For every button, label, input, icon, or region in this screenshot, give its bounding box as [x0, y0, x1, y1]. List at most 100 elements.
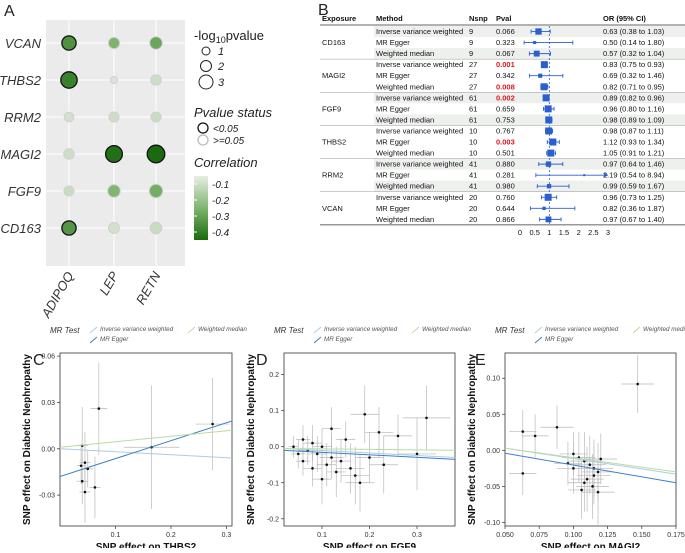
row-pval: 0.008	[496, 82, 515, 91]
legend-size-title: -log10pvalue	[194, 28, 264, 45]
data-point	[80, 479, 84, 483]
y-tick-label: 0.1	[269, 408, 279, 415]
or-point	[540, 61, 548, 69]
panel-label-e: E	[475, 352, 486, 369]
data-point	[344, 438, 348, 441]
dot-vcan-adipoq	[61, 35, 77, 51]
or-point	[545, 216, 552, 223]
data-point	[311, 441, 314, 445]
plot-area	[60, 362, 232, 523]
table-header: Method	[376, 14, 403, 23]
dot-magi2-adipoq	[63, 148, 75, 160]
data-point	[97, 407, 101, 410]
data-point	[83, 490, 87, 494]
table-row-band	[374, 191, 685, 203]
dot-cd163-adipoq	[61, 220, 77, 236]
legend-item: Weighted median	[643, 326, 685, 333]
row-or-ci: 0.57 (0.32 to 1.04)	[603, 49, 665, 58]
row-nsnp: 27	[469, 71, 477, 80]
data-point	[363, 412, 367, 416]
x-axis-label: SNP effect on FGF9	[323, 542, 417, 548]
or-point	[544, 193, 552, 201]
row-pval: 0.767	[496, 126, 515, 135]
legend-title: MR Test	[274, 326, 304, 335]
y-tick-label: 0.0	[269, 444, 279, 451]
dotplot-dots	[60, 35, 166, 236]
dot-vcan-lep	[107, 36, 121, 50]
row-method: Inverse variance weighted	[376, 126, 463, 135]
or-point	[538, 73, 543, 78]
data-point	[425, 416, 428, 420]
data-point	[301, 459, 305, 463]
y-axis-label: SNP effect on Diabetic Nephropathy	[467, 354, 478, 525]
legend-swatch	[534, 326, 543, 334]
data-point	[382, 463, 386, 467]
panel-label-a: A	[4, 3, 15, 20]
legend-item: MR Egger	[324, 336, 353, 343]
row-pval: 0.659	[496, 104, 515, 113]
row-method: Inverse variance weighted	[376, 193, 463, 202]
regression-line	[505, 447, 676, 473]
regression-line	[60, 448, 232, 459]
axis-tick-label: 2	[577, 228, 581, 237]
y-tick-label: -0.2	[267, 516, 279, 523]
dot-thbs2-adipoq	[60, 71, 78, 89]
or-point	[545, 161, 552, 167]
axis-tick-label: 1	[547, 228, 551, 237]
row-pval: 0.644	[496, 204, 515, 213]
dot-cd163-retn	[149, 221, 163, 235]
dot-fgf9-lep	[107, 184, 121, 198]
regression-line	[284, 449, 455, 460]
dot-fgf9-retn	[148, 183, 164, 199]
y-tick-label: 0.00	[486, 448, 500, 455]
scatter-panel-e: MR Test Inverse variance weighted MR Egger…	[467, 326, 685, 553]
row-method: MR Egger	[376, 71, 410, 80]
data-point	[415, 452, 419, 456]
data-point	[296, 452, 300, 456]
row-or-ci: 1.05 (0.91 to 1.21)	[603, 149, 665, 158]
row-or-ci: 0.89 (0.82 to 0.96)	[603, 93, 665, 102]
data-point	[396, 434, 400, 438]
data-point	[79, 464, 83, 468]
legend-size-label-2: 2	[217, 61, 224, 73]
legend-swatch	[411, 326, 420, 334]
axis-tick-label: 2.5	[588, 228, 598, 237]
table-row-band	[374, 114, 685, 126]
row-pval: 0.323	[496, 38, 515, 47]
dotplot-col-labels: ADIPOQ LEP RETN	[38, 268, 164, 321]
regression-line	[284, 448, 455, 451]
corr-tick-label: -0.3	[212, 212, 230, 223]
y-tick-label: 0.06	[41, 354, 55, 361]
data-point	[521, 430, 525, 433]
row-pval: 0.760	[496, 193, 515, 202]
row-method: MR Egger	[376, 204, 410, 213]
or-point	[544, 105, 552, 113]
y-tick-label: 0.03	[41, 400, 55, 407]
data-point	[572, 467, 575, 470]
table-header: OR (95% CI)	[603, 14, 646, 23]
table-row-band	[374, 26, 685, 38]
legend-swatch	[534, 336, 543, 344]
row-pval: 0.066	[496, 27, 515, 36]
data-point	[599, 457, 603, 461]
forest-table: Exposure Method Nsnp Pval OR (95% CI) Inverse…	[320, 14, 685, 237]
row-or-ci: 2.19 (0.54 to 8.94)	[603, 171, 665, 180]
legend-swatch	[313, 336, 322, 344]
data-point	[83, 461, 87, 464]
plot-frame	[504, 352, 677, 527]
row-method: Inverse variance weighted	[376, 27, 463, 36]
row-pval: 0.866	[496, 215, 515, 224]
or-point	[545, 116, 553, 124]
x-axis-label: SNP effect on THBS2	[96, 542, 197, 548]
row-or-ci: 0.98 (0.89 to 1.09)	[603, 115, 665, 124]
scatter-panel-c: MR Test Inverse variance weighted MR Egger…	[22, 326, 247, 553]
row-or-ci: 0.97 (0.64 to 1.46)	[603, 160, 665, 169]
table-row-band	[374, 213, 685, 225]
row-nsnp: 20	[469, 193, 477, 202]
col-label-lep: LEP	[96, 269, 121, 298]
table-header: Nsnp	[469, 14, 488, 23]
legend-title: MR Test	[495, 326, 525, 335]
x-tick-label: 0.2	[365, 532, 375, 539]
data-point	[330, 456, 333, 459]
data-point	[315, 452, 319, 456]
